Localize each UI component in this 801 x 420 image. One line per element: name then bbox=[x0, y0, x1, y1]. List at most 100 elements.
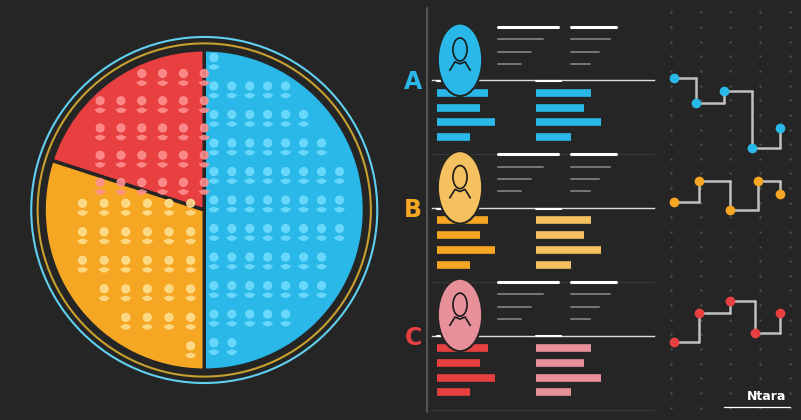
Circle shape bbox=[264, 82, 272, 90]
Wedge shape bbox=[136, 134, 147, 140]
Circle shape bbox=[138, 151, 146, 159]
Circle shape bbox=[264, 139, 272, 147]
Circle shape bbox=[210, 253, 218, 261]
Text: Ntara: Ntara bbox=[747, 391, 786, 404]
Wedge shape bbox=[244, 178, 256, 184]
Wedge shape bbox=[185, 239, 196, 244]
Circle shape bbox=[438, 24, 482, 96]
Circle shape bbox=[117, 97, 125, 105]
Wedge shape bbox=[262, 150, 273, 155]
Wedge shape bbox=[334, 178, 345, 184]
Circle shape bbox=[159, 124, 167, 132]
Circle shape bbox=[138, 70, 146, 77]
Wedge shape bbox=[136, 162, 147, 168]
Circle shape bbox=[282, 253, 289, 261]
Wedge shape bbox=[208, 292, 219, 298]
Wedge shape bbox=[204, 50, 364, 370]
Wedge shape bbox=[95, 162, 106, 168]
Circle shape bbox=[143, 313, 151, 321]
Wedge shape bbox=[99, 267, 110, 273]
Wedge shape bbox=[163, 267, 175, 273]
Circle shape bbox=[318, 196, 325, 204]
Wedge shape bbox=[77, 210, 88, 215]
Circle shape bbox=[300, 196, 308, 204]
Circle shape bbox=[228, 168, 235, 176]
Wedge shape bbox=[334, 235, 345, 241]
Wedge shape bbox=[280, 292, 291, 298]
Circle shape bbox=[96, 178, 104, 186]
Wedge shape bbox=[136, 189, 147, 195]
Wedge shape bbox=[208, 64, 219, 70]
Circle shape bbox=[300, 139, 308, 147]
Text: C: C bbox=[405, 326, 422, 349]
Wedge shape bbox=[208, 321, 219, 326]
Wedge shape bbox=[157, 162, 168, 168]
Wedge shape bbox=[185, 210, 196, 215]
Circle shape bbox=[179, 70, 187, 77]
Wedge shape bbox=[44, 160, 204, 370]
Circle shape bbox=[117, 124, 125, 132]
Circle shape bbox=[187, 285, 195, 293]
Circle shape bbox=[264, 225, 272, 232]
Circle shape bbox=[246, 110, 254, 118]
Circle shape bbox=[228, 282, 235, 289]
Circle shape bbox=[200, 151, 208, 159]
Wedge shape bbox=[178, 80, 189, 86]
Wedge shape bbox=[227, 150, 237, 155]
Wedge shape bbox=[227, 264, 237, 270]
Wedge shape bbox=[120, 210, 131, 215]
Circle shape bbox=[246, 196, 254, 204]
Circle shape bbox=[282, 282, 289, 289]
Circle shape bbox=[246, 310, 254, 318]
Circle shape bbox=[159, 97, 167, 105]
Circle shape bbox=[165, 228, 173, 236]
Circle shape bbox=[165, 285, 173, 293]
Circle shape bbox=[300, 110, 308, 118]
Circle shape bbox=[300, 253, 308, 261]
Wedge shape bbox=[244, 292, 256, 298]
Wedge shape bbox=[244, 121, 256, 127]
Wedge shape bbox=[244, 92, 256, 98]
Circle shape bbox=[318, 253, 325, 261]
Circle shape bbox=[165, 313, 173, 321]
Wedge shape bbox=[334, 207, 345, 213]
Wedge shape bbox=[244, 207, 256, 213]
Circle shape bbox=[300, 168, 308, 176]
Circle shape bbox=[179, 151, 187, 159]
Circle shape bbox=[264, 282, 272, 289]
Wedge shape bbox=[95, 108, 106, 113]
Wedge shape bbox=[316, 235, 327, 241]
Circle shape bbox=[179, 178, 187, 186]
Circle shape bbox=[100, 256, 108, 264]
Wedge shape bbox=[262, 92, 273, 98]
Wedge shape bbox=[99, 295, 110, 301]
Wedge shape bbox=[95, 189, 106, 195]
Circle shape bbox=[200, 97, 208, 105]
Wedge shape bbox=[120, 324, 131, 330]
Wedge shape bbox=[262, 178, 273, 184]
Circle shape bbox=[210, 225, 218, 232]
Wedge shape bbox=[316, 292, 327, 298]
Wedge shape bbox=[227, 92, 237, 98]
Circle shape bbox=[159, 70, 167, 77]
Wedge shape bbox=[298, 121, 309, 127]
Wedge shape bbox=[316, 207, 327, 213]
Circle shape bbox=[143, 285, 151, 293]
Wedge shape bbox=[208, 150, 219, 155]
Wedge shape bbox=[199, 162, 210, 168]
Wedge shape bbox=[244, 321, 256, 326]
Circle shape bbox=[159, 151, 167, 159]
Wedge shape bbox=[120, 295, 131, 301]
Circle shape bbox=[210, 310, 218, 318]
Wedge shape bbox=[280, 207, 291, 213]
Circle shape bbox=[246, 82, 254, 90]
Wedge shape bbox=[163, 239, 175, 244]
Circle shape bbox=[78, 256, 87, 264]
Wedge shape bbox=[199, 134, 210, 140]
Wedge shape bbox=[163, 295, 175, 301]
Circle shape bbox=[264, 310, 272, 318]
Circle shape bbox=[138, 178, 146, 186]
Wedge shape bbox=[262, 235, 273, 241]
Circle shape bbox=[282, 196, 289, 204]
Circle shape bbox=[200, 178, 208, 186]
